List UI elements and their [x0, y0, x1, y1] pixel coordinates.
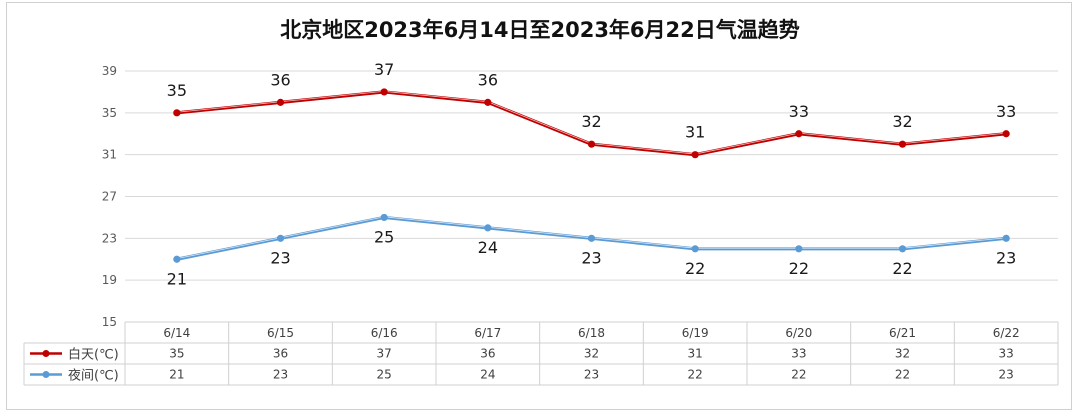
- y-tick-label: 39: [102, 64, 117, 78]
- table-cell-value: 37: [377, 347, 392, 361]
- data-point: [484, 224, 492, 232]
- data-point: [587, 234, 596, 242]
- table-cell-value: 33: [791, 347, 806, 361]
- data-point: [795, 130, 803, 138]
- data-label: 25: [374, 227, 394, 246]
- data-point: [691, 151, 699, 159]
- table-cell-value: 22: [688, 368, 703, 382]
- data-label: 31: [685, 123, 705, 142]
- data-point: [795, 245, 803, 253]
- x-category-label: 6/21: [889, 326, 916, 340]
- table-cell-value: 35: [169, 347, 184, 361]
- chart-title: 北京地区2023年6月14日至2023年6月22日气温趋势: [280, 18, 800, 42]
- x-category-label: 6/14: [163, 326, 190, 340]
- table-cell-value: 23: [584, 368, 599, 382]
- data-label: 23: [270, 248, 290, 267]
- table-cell-value: 36: [480, 347, 495, 361]
- table-cell-value: 33: [999, 347, 1014, 361]
- legend-label: 白天(℃): [68, 347, 119, 363]
- table-cell-value: 22: [895, 368, 910, 382]
- data-label: 23: [581, 248, 601, 267]
- data-point: [173, 255, 181, 263]
- data-point: [1002, 234, 1010, 242]
- table-cell-value: 32: [895, 347, 910, 361]
- data-point: [380, 213, 388, 222]
- y-tick-label: 23: [102, 231, 117, 245]
- y-tick-label: 27: [102, 190, 117, 204]
- chart-frame: [6, 2, 1072, 410]
- y-tick-label: 31: [102, 148, 117, 162]
- legend-marker: [42, 371, 50, 378]
- x-category-label: 6/20: [785, 326, 812, 340]
- x-category-label: 6/16: [371, 326, 398, 340]
- x-category-label: 6/19: [682, 326, 709, 340]
- legend-label: 夜间(℃): [68, 369, 119, 384]
- data-point: [691, 245, 699, 253]
- data-label: 24: [478, 238, 498, 257]
- table-cell-value: 22: [791, 368, 806, 382]
- data-point: [1002, 130, 1010, 138]
- x-category-label: 6/18: [578, 326, 605, 340]
- data-label: 37: [374, 60, 394, 79]
- table-cell-value: 31: [688, 347, 703, 361]
- data-point: [898, 140, 907, 148]
- x-category-label: 6/22: [993, 326, 1020, 340]
- data-label: 32: [581, 112, 601, 131]
- table-cell-value: 25: [377, 368, 392, 382]
- y-tick-label: 15: [102, 315, 117, 329]
- data-label: 36: [270, 70, 290, 89]
- data-label: 21: [167, 269, 187, 288]
- y-tick-label: 19: [102, 273, 117, 287]
- data-point: [898, 245, 907, 253]
- data-point: [276, 234, 285, 242]
- table-cell-value: 32: [584, 347, 599, 361]
- data-label: 23: [996, 248, 1016, 267]
- data-label: 36: [478, 70, 498, 89]
- x-category-label: 6/15: [267, 326, 294, 340]
- table-cell-value: 21: [169, 368, 184, 382]
- data-label: 33: [996, 102, 1016, 121]
- x-category-label: 6/17: [474, 326, 501, 340]
- data-point: [380, 88, 388, 96]
- data-label: 33: [789, 102, 809, 121]
- table-cell-value: 24: [480, 368, 495, 382]
- legend-marker: [42, 350, 50, 357]
- data-label: 22: [892, 259, 912, 278]
- data-point: [587, 140, 596, 148]
- table-cell-value: 36: [273, 347, 288, 361]
- y-tick-label: 35: [102, 106, 117, 120]
- data-label: 35: [167, 81, 187, 100]
- data-point: [276, 98, 285, 106]
- table-cell-value: 23: [999, 368, 1014, 382]
- data-point: [173, 109, 181, 117]
- data-label: 22: [685, 259, 705, 278]
- data-point: [484, 98, 492, 106]
- table-cell-value: 23: [273, 368, 288, 382]
- data-label: 32: [892, 112, 912, 131]
- data-label: 22: [789, 259, 809, 278]
